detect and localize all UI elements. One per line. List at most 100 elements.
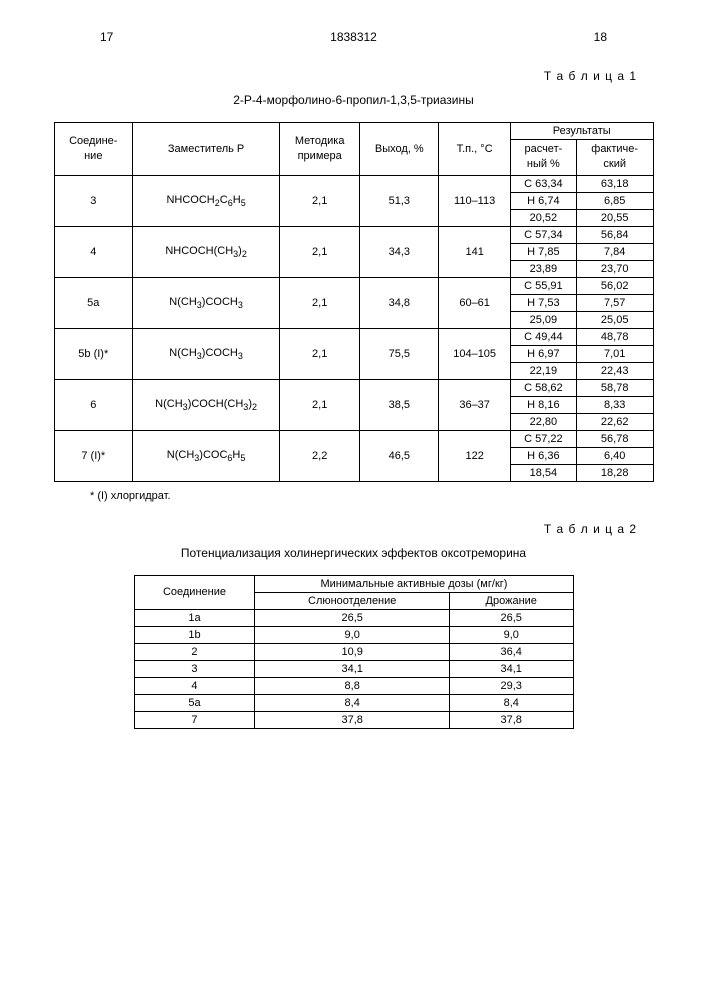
table-cell: 58,78 xyxy=(576,379,653,396)
table-cell: 36,4 xyxy=(449,643,573,660)
t2-h2: Минимальные активные дозы (мг/кг) xyxy=(255,575,573,592)
table-cell: 46,5 xyxy=(360,430,439,481)
t1-h2: Заместитель Р xyxy=(133,123,280,176)
table-cell: 6 xyxy=(54,379,133,430)
table-cell: 1a xyxy=(134,609,255,626)
table-cell: 51,3 xyxy=(360,175,439,226)
table-cell: 56,78 xyxy=(576,430,653,447)
t1-h1: Соедине-ние xyxy=(54,123,133,176)
table-cell: 20,55 xyxy=(576,209,653,226)
table-cell: 26,5 xyxy=(255,609,450,626)
table-cell: 22,62 xyxy=(576,413,653,430)
table-cell: H 6,97 xyxy=(510,345,576,362)
table-cell: 22,43 xyxy=(576,362,653,379)
t1-h3: Методикапримера xyxy=(280,123,360,176)
table1-footnote: * (I) хлоргидрат. xyxy=(90,490,667,502)
table-cell: 5b (I)* xyxy=(54,328,133,379)
table-cell: 20,52 xyxy=(510,209,576,226)
table-cell: H 7,53 xyxy=(510,294,576,311)
table-cell: 122 xyxy=(439,430,510,481)
table-cell: 7,01 xyxy=(576,345,653,362)
table-cell: 110–113 xyxy=(439,175,510,226)
t2-h1: Соединение xyxy=(134,575,255,609)
table-cell: C 58,62 xyxy=(510,379,576,396)
table-cell: 5a xyxy=(134,694,255,711)
table-cell: 9,0 xyxy=(449,626,573,643)
table-cell: 141 xyxy=(439,226,510,277)
table-cell: 37,8 xyxy=(449,711,573,728)
table-cell: 6,85 xyxy=(576,192,653,209)
page-left: 17 xyxy=(100,30,113,44)
table-cell: 56,02 xyxy=(576,277,653,294)
page-right: 18 xyxy=(594,30,607,44)
table-cell: 36–37 xyxy=(439,379,510,430)
table-cell: 23,70 xyxy=(576,260,653,277)
table-cell: 22,19 xyxy=(510,362,576,379)
table-cell: 29,3 xyxy=(449,677,573,694)
table-cell: 3 xyxy=(54,175,133,226)
table-cell: 34,3 xyxy=(360,226,439,277)
table-cell: N(CH3)COCH(CH3)2 xyxy=(133,379,280,430)
table-cell: 1b xyxy=(134,626,255,643)
table-cell: C 49,44 xyxy=(510,328,576,345)
table-cell: 8,8 xyxy=(255,677,450,694)
table-cell: 48,78 xyxy=(576,328,653,345)
table-cell: 26,5 xyxy=(449,609,573,626)
table-cell: 8,33 xyxy=(576,396,653,413)
table-cell: 3 xyxy=(134,660,255,677)
table-cell: 4 xyxy=(54,226,133,277)
table-cell: 7,57 xyxy=(576,294,653,311)
table2-title: Потенциализация холинергических эффектов… xyxy=(40,546,667,560)
table-cell: 7,84 xyxy=(576,243,653,260)
table-cell: 104–105 xyxy=(439,328,510,379)
table-cell: N(CH3)COCH3 xyxy=(133,328,280,379)
table-cell: 18,28 xyxy=(576,464,653,481)
table-cell: 2,2 xyxy=(280,430,360,481)
table-cell: 37,8 xyxy=(255,711,450,728)
table-cell: 4 xyxy=(134,677,255,694)
t1-h6b: фактиче-ский xyxy=(576,140,653,176)
table-cell: 7 (I)* xyxy=(54,430,133,481)
table-cell: 63,18 xyxy=(576,175,653,192)
table-cell: 7 xyxy=(134,711,255,728)
page-center: 1838312 xyxy=(330,30,377,44)
table-cell: 2,1 xyxy=(280,226,360,277)
table-cell: 2,1 xyxy=(280,175,360,226)
t1-h5: Т.п., °С xyxy=(439,123,510,176)
table2-label: Т а б л и ц а 2 xyxy=(40,522,637,536)
table-cell: C 55,91 xyxy=(510,277,576,294)
table-cell: 5a xyxy=(54,277,133,328)
table-cell: N(CH3)COCH3 xyxy=(133,277,280,328)
page-header: 17 1838312 18 xyxy=(40,30,667,44)
table1-label: Т а б л и ц а 1 xyxy=(40,69,637,83)
table-cell: N(CH3)COC6H5 xyxy=(133,430,280,481)
table2: Соединение Минимальные активные дозы (мг… xyxy=(134,575,574,729)
t1-h6: Результаты xyxy=(510,123,653,140)
table-cell: H 6,36 xyxy=(510,447,576,464)
table-cell: 56,84 xyxy=(576,226,653,243)
table-cell: 9,0 xyxy=(255,626,450,643)
table-cell: 8,4 xyxy=(449,694,573,711)
table-cell: 34,1 xyxy=(449,660,573,677)
table-cell: 2,1 xyxy=(280,328,360,379)
table-cell: 38,5 xyxy=(360,379,439,430)
table-cell: 34,1 xyxy=(255,660,450,677)
table-cell: 25,05 xyxy=(576,311,653,328)
table-cell: 2,1 xyxy=(280,379,360,430)
table-cell: 2,1 xyxy=(280,277,360,328)
t2-h2b: Дрожание xyxy=(449,592,573,609)
table-cell: C 57,34 xyxy=(510,226,576,243)
table-cell: 18,54 xyxy=(510,464,576,481)
table-cell: 8,4 xyxy=(255,694,450,711)
table-cell: 25,09 xyxy=(510,311,576,328)
table-cell: 22,80 xyxy=(510,413,576,430)
table-cell: H 6,74 xyxy=(510,192,576,209)
table-cell: 23,89 xyxy=(510,260,576,277)
table-cell: H 8,16 xyxy=(510,396,576,413)
table-cell: 2 xyxy=(134,643,255,660)
table-cell: 60–61 xyxy=(439,277,510,328)
table-cell: NHCOCH2C6H5 xyxy=(133,175,280,226)
table-cell: 10,9 xyxy=(255,643,450,660)
table1: Соедине-ние Заместитель Р Методикапример… xyxy=(54,122,654,482)
table-cell: H 7,85 xyxy=(510,243,576,260)
